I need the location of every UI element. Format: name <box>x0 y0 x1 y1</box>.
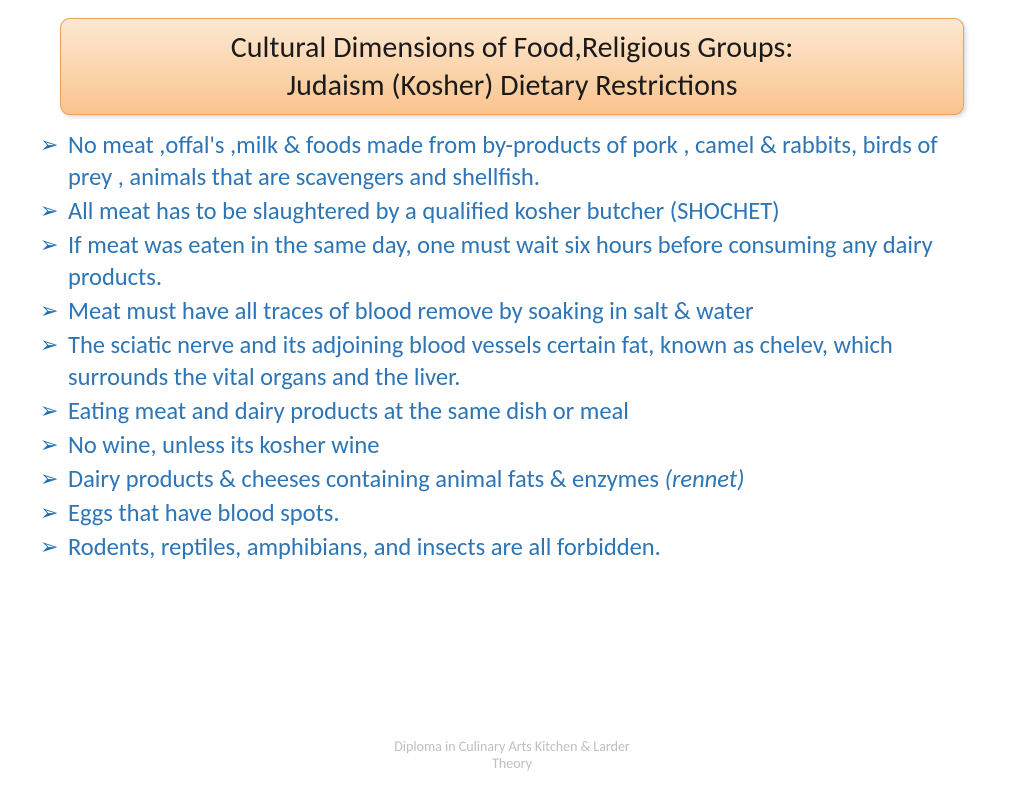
list-item: ➢Eggs that have blood spots. <box>38 497 986 529</box>
list-item: ➢No meat ,offal's ,milk & foods made fro… <box>38 129 986 193</box>
title-line-1: Cultural Dimensions of Food,Religious Gr… <box>81 29 943 67</box>
footer-line-1: Diploma in Culinary Arts Kitchen & Larde… <box>0 738 1024 755</box>
title-line-2: Judaism (Kosher) Dietary Restrictions <box>81 67 943 105</box>
bullet-text: No wine, unless its kosher wine <box>68 429 380 461</box>
bullet-list: ➢No meat ,offal's ,milk & foods made fro… <box>0 123 1024 563</box>
bullet-text: Dairy products & cheeses containing anim… <box>68 463 745 495</box>
italic-suffix: (rennet) <box>665 464 745 494</box>
list-item: ➢No wine, unless its kosher wine <box>38 429 986 461</box>
bullet-text: Eggs that have blood spots. <box>68 497 340 529</box>
chevron-right-icon: ➢ <box>38 329 68 361</box>
footer-line-2: Theory <box>0 755 1024 772</box>
list-item: ➢Eating meat and dairy products at the s… <box>38 395 986 427</box>
bullet-text: If meat was eaten in the same day, one m… <box>68 229 986 293</box>
bullet-text: The sciatic nerve and its adjoining bloo… <box>68 329 986 393</box>
list-item: ➢If meat was eaten in the same day, one … <box>38 229 986 293</box>
chevron-right-icon: ➢ <box>38 295 68 327</box>
chevron-right-icon: ➢ <box>38 497 68 529</box>
chevron-right-icon: ➢ <box>38 463 68 495</box>
list-item: ➢Meat must have all traces of blood remo… <box>38 295 986 327</box>
slide-title-box: Cultural Dimensions of Food,Religious Gr… <box>60 18 964 115</box>
list-item: ➢Dairy products & cheeses containing ani… <box>38 463 986 495</box>
chevron-right-icon: ➢ <box>38 395 68 427</box>
bullet-text: Meat must have all traces of blood remov… <box>68 295 754 327</box>
bullet-text: No meat ,offal's ,milk & foods made from… <box>68 129 986 193</box>
footer-text: Diploma in Culinary Arts Kitchen & Larde… <box>0 738 1024 772</box>
list-item: ➢The sciatic nerve and its adjoining blo… <box>38 329 986 393</box>
list-item: ➢All meat has to be slaughtered by a qua… <box>38 195 986 227</box>
chevron-right-icon: ➢ <box>38 429 68 461</box>
chevron-right-icon: ➢ <box>38 229 68 261</box>
bullet-text: Eating meat and dairy products at the sa… <box>68 395 629 427</box>
chevron-right-icon: ➢ <box>38 129 68 161</box>
list-item: ➢Rodents, reptiles, amphibians, and inse… <box>38 531 986 563</box>
bullet-text: All meat has to be slaughtered by a qual… <box>68 195 780 227</box>
chevron-right-icon: ➢ <box>38 195 68 227</box>
chevron-right-icon: ➢ <box>38 531 68 563</box>
bullet-text: Rodents, reptiles, amphibians, and insec… <box>68 531 661 563</box>
